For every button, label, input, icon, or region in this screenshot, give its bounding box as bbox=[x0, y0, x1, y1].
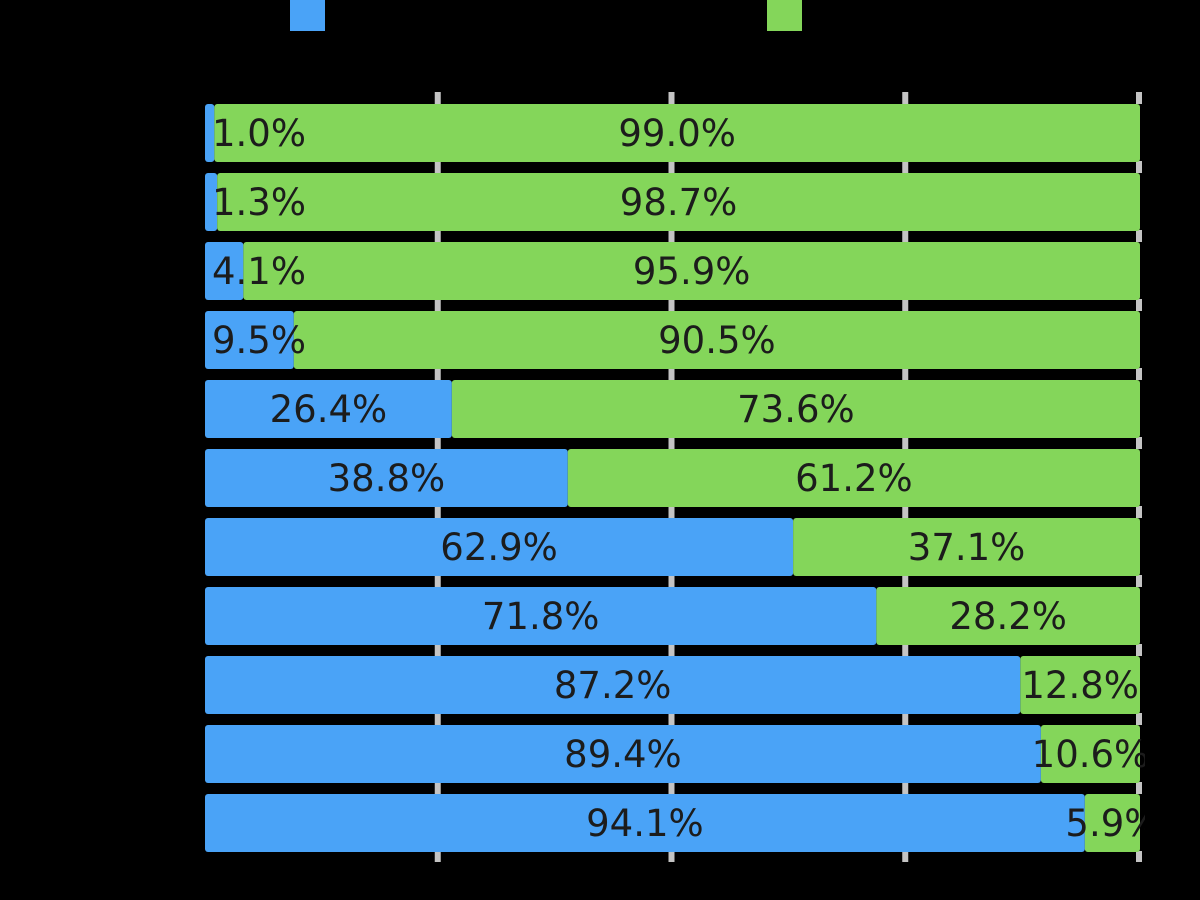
data-label-row-6-series-1: 38.8% bbox=[328, 457, 446, 500]
data-label-row-3-series-1: 4.1% bbox=[212, 250, 306, 293]
data-label-row-3-series-2: 95.9% bbox=[633, 250, 751, 293]
bar-row-4-series-2 bbox=[293, 311, 1140, 369]
bar-row-1-series-1 bbox=[205, 104, 215, 162]
data-label-row-2-series-2: 98.7% bbox=[620, 181, 738, 224]
bar-row-11-series-1 bbox=[205, 794, 1085, 852]
bar-row-9-series-1 bbox=[205, 656, 1021, 714]
bar-row-2-series-2 bbox=[217, 173, 1140, 231]
data-labels: 1.0% 99.0% 1.3% 98.7% 4.1% 95.9% 9.5% 90.5% 26.4… bbox=[212, 112, 1159, 845]
bar-row-6-series-2 bbox=[567, 449, 1140, 507]
bar-row-11-series-2 bbox=[1084, 794, 1140, 852]
bar-row-3-series-1 bbox=[205, 242, 244, 300]
data-label-row-4-series-2: 90.5% bbox=[658, 319, 776, 362]
data-label-row-1-series-2: 99.0% bbox=[618, 112, 736, 155]
bar-row-3-series-2 bbox=[243, 242, 1140, 300]
bar-row-6-series-1 bbox=[205, 449, 568, 507]
bars bbox=[205, 104, 1141, 852]
data-label-row-6-series-2: 61.2% bbox=[795, 457, 913, 500]
bar-row-4-series-1 bbox=[205, 311, 294, 369]
bar-row-5-series-1 bbox=[205, 380, 452, 438]
bar-row-1-series-2 bbox=[214, 104, 1141, 162]
bar-row-5-series-2 bbox=[451, 380, 1141, 438]
legend-swatch-1 bbox=[290, 0, 325, 31]
bar-row-2-series-1 bbox=[205, 173, 218, 231]
data-label-row-1-series-1: 1.0% bbox=[212, 112, 306, 155]
bar-row-8-series-2 bbox=[876, 587, 1140, 645]
data-label-row-7-series-2: 37.1% bbox=[908, 526, 1026, 569]
data-label-row-7-series-1: 62.9% bbox=[440, 526, 558, 569]
data-label-row-9-series-2: 12.8% bbox=[1021, 664, 1139, 707]
data-label-row-10-series-2: 10.6% bbox=[1032, 733, 1150, 776]
data-label-row-11-series-2: 5.9% bbox=[1065, 802, 1159, 845]
bar-row-7-series-2 bbox=[793, 518, 1140, 576]
data-label-row-4-series-1: 9.5% bbox=[212, 319, 306, 362]
data-label-row-8-series-1: 71.8% bbox=[482, 595, 600, 638]
data-label-row-9-series-1: 87.2% bbox=[554, 664, 672, 707]
data-label-row-2-series-1: 1.3% bbox=[212, 181, 306, 224]
legend-swatch-2 bbox=[767, 0, 802, 31]
bar-row-10-series-1 bbox=[205, 725, 1041, 783]
data-label-row-5-series-2: 73.6% bbox=[737, 388, 855, 431]
legend bbox=[290, 0, 802, 31]
data-label-row-11-series-1: 94.1% bbox=[586, 802, 704, 845]
data-label-row-8-series-2: 28.2% bbox=[949, 595, 1067, 638]
bar-row-7-series-1 bbox=[205, 518, 794, 576]
bar-row-10-series-2 bbox=[1040, 725, 1140, 783]
bar-row-8-series-1 bbox=[205, 587, 877, 645]
bar-row-9-series-2 bbox=[1020, 656, 1140, 714]
data-label-row-10-series-1: 89.4% bbox=[564, 733, 682, 776]
data-label-row-5-series-1: 26.4% bbox=[270, 388, 388, 431]
